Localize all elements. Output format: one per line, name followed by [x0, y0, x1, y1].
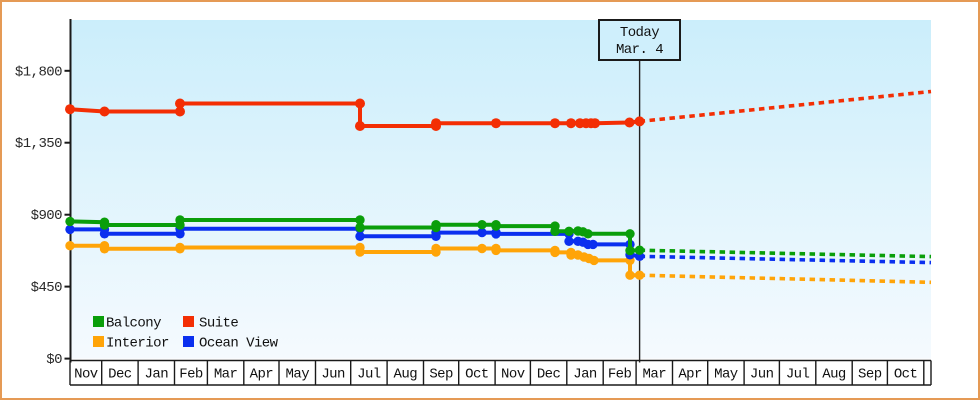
- svg-text:$1,350: $1,350: [15, 136, 62, 152]
- svg-text:Nov: Nov: [501, 367, 525, 383]
- svg-text:Aug: Aug: [394, 367, 418, 383]
- svg-text:May: May: [714, 367, 738, 383]
- svg-text:Apr: Apr: [678, 367, 702, 383]
- svg-text:$1,800: $1,800: [15, 64, 62, 80]
- svg-text:Sep: Sep: [429, 367, 453, 383]
- svg-text:$450: $450: [31, 280, 63, 296]
- svg-text:$0: $0: [46, 352, 62, 368]
- svg-text:Aug: Aug: [822, 367, 846, 383]
- svg-text:Oct: Oct: [465, 367, 489, 383]
- svg-text:Today: Today: [620, 25, 659, 41]
- svg-text:Jun: Jun: [321, 367, 345, 383]
- svg-text:Mar: Mar: [643, 367, 667, 383]
- svg-text:Ocean View: Ocean View: [199, 336, 279, 352]
- svg-text:Jul: Jul: [786, 367, 810, 383]
- svg-text:Nov: Nov: [74, 367, 98, 383]
- svg-text:Sep: Sep: [858, 367, 882, 383]
- svg-text:Jan: Jan: [145, 367, 169, 383]
- svg-text:Interior: Interior: [106, 336, 169, 352]
- svg-text:Jul: Jul: [357, 367, 381, 383]
- svg-text:Jan: Jan: [573, 367, 597, 383]
- svg-text:Jun: Jun: [750, 367, 774, 383]
- svg-text:Mar: Mar: [214, 367, 238, 383]
- svg-text:Mar. 4: Mar. 4: [616, 42, 663, 58]
- svg-text:Suite: Suite: [199, 316, 238, 332]
- svg-text:Balcony: Balcony: [106, 316, 161, 332]
- svg-text:May: May: [286, 367, 310, 383]
- svg-text:Dec: Dec: [537, 367, 561, 383]
- svg-text:$900: $900: [31, 208, 63, 224]
- svg-text:Dec: Dec: [108, 367, 132, 383]
- svg-text:Feb: Feb: [608, 367, 632, 383]
- svg-text:Apr: Apr: [250, 367, 274, 383]
- svg-text:Feb: Feb: [179, 367, 203, 383]
- svg-text:Oct: Oct: [894, 367, 918, 383]
